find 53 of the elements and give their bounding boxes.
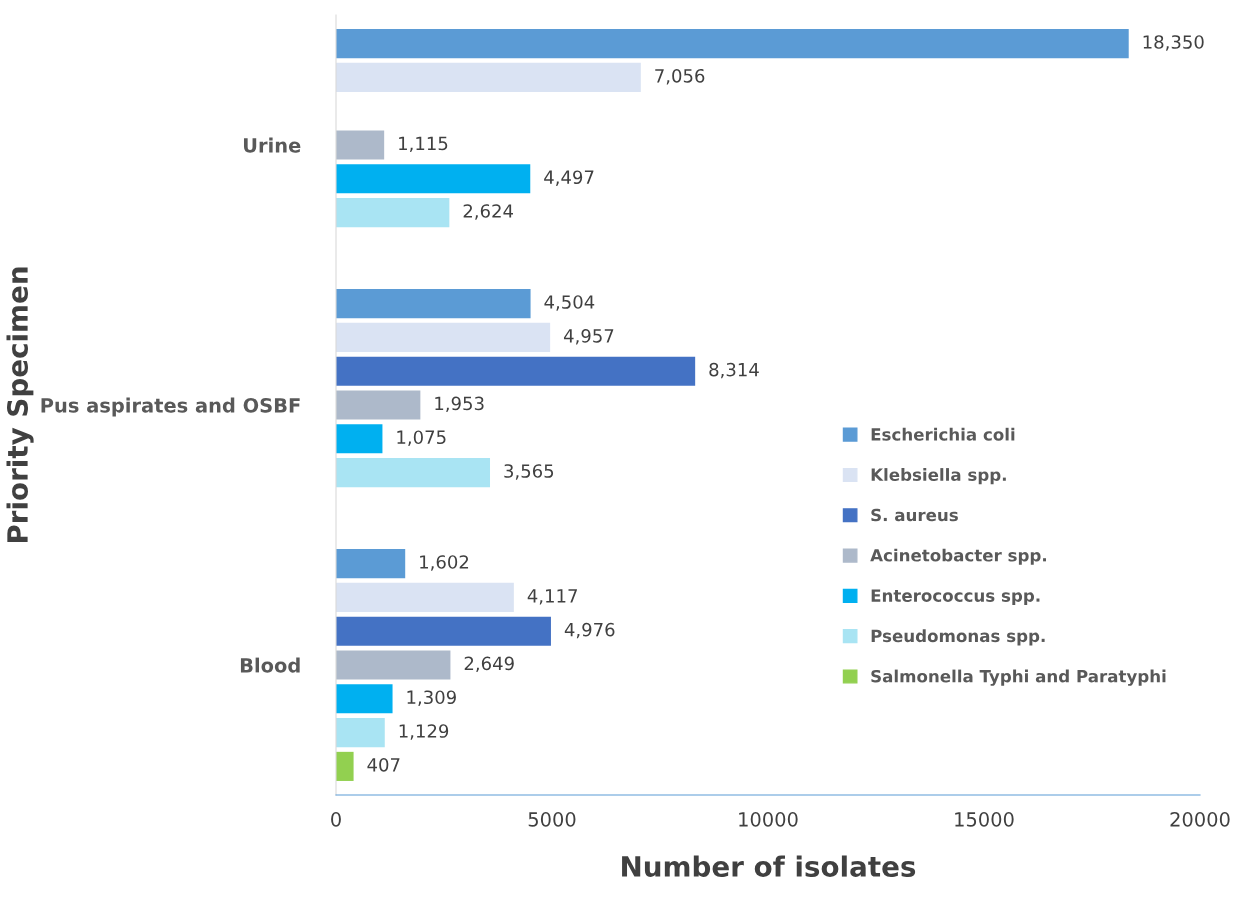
data-label: 407	[367, 757, 400, 772]
y-axis-title: Priority Specimen	[6, 267, 34, 543]
x-axis-title: Number of isolates	[622, 855, 916, 877]
bar	[336, 62, 641, 92]
bar	[336, 616, 551, 646]
legend-label: Pseudomonas spp.	[871, 629, 1045, 646]
legend-label: Escherichia coli	[871, 427, 1015, 441]
bar	[336, 650, 451, 680]
data-label: 1,075	[397, 430, 446, 446]
bar	[336, 751, 354, 781]
bar	[336, 549, 406, 579]
data-label: 4,504	[544, 295, 595, 311]
bar	[336, 582, 514, 612]
legend-label: Salmonella Typhi and Paratyphi	[871, 669, 1166, 686]
bar	[336, 130, 385, 160]
data-label: 2,624	[463, 204, 513, 220]
x-tick-label: 10000	[739, 812, 798, 827]
bar	[336, 424, 383, 454]
legend-label: Klebsiella spp.	[871, 468, 1006, 485]
data-label: 4,117	[527, 589, 577, 605]
data-label: 4,957	[563, 328, 614, 345]
x-tick-label: 0	[331, 812, 341, 827]
data-label: 1,953	[435, 396, 484, 413]
bar	[336, 684, 393, 714]
data-label: 1,115	[399, 136, 448, 153]
bar	[336, 29, 1129, 59]
x-tick-label: 20000	[1170, 812, 1230, 827]
data-label: 7,056	[655, 68, 705, 85]
data-label: 8,314	[709, 362, 759, 379]
data-label: 4,497	[544, 170, 594, 186]
bar	[336, 718, 385, 748]
bar	[336, 322, 551, 352]
x-tick-label: 5000	[528, 812, 576, 827]
legend-label: S. aureus	[871, 508, 958, 522]
data-label: 1,129	[399, 724, 449, 740]
legend-label: Enterococcus spp.	[871, 589, 1040, 606]
bar	[336, 356, 696, 386]
bar	[336, 198, 450, 228]
bar	[336, 164, 531, 194]
data-label: 3,565	[504, 464, 554, 480]
data-label: 1,309	[407, 690, 456, 706]
y-tick-label: Urine	[243, 137, 301, 153]
x-tick-label: 15000	[955, 812, 1014, 827]
data-label: 18,350	[1143, 35, 1204, 51]
data-label: 2,649	[464, 656, 514, 673]
data-label: 4,976	[564, 622, 615, 639]
bar	[336, 458, 491, 488]
legend-label: Acinetobacter spp.	[870, 548, 1046, 565]
data-label: 1,602	[420, 555, 469, 571]
bar	[336, 390, 421, 420]
bar	[336, 289, 531, 319]
y-tick-label: Blood	[240, 657, 300, 673]
y-tick-label: Pus aspirates and OSBF	[41, 397, 300, 417]
